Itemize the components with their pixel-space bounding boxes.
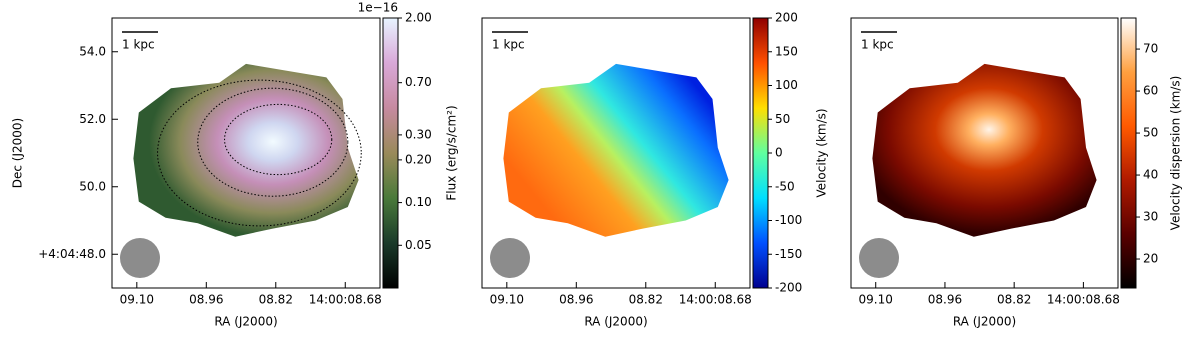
x-tick-label: 08.96	[189, 293, 223, 307]
map	[872, 63, 1097, 237]
y-tick-label: 50.0	[79, 179, 106, 193]
colorbar-tick-label: 100	[775, 78, 798, 92]
map	[133, 63, 359, 237]
colorbar-tick-label: 0	[775, 146, 783, 160]
x-tick-label: 14:00:08.68	[309, 293, 382, 307]
x-tick-label: 08.82	[629, 293, 663, 307]
x-tick-label: 08.82	[997, 293, 1031, 307]
x-tick-label: 09.10	[120, 293, 154, 307]
x-axis-label: RA (J2000)	[214, 315, 277, 329]
scale-bar-label: 1 kpc	[122, 38, 155, 52]
colorbar-tick-label: 20	[1143, 252, 1158, 266]
beam	[859, 238, 899, 278]
colorbar-label: Velocity (km/s)	[815, 108, 829, 197]
colorbar-tick-label: 70	[1143, 42, 1158, 56]
contour	[197, 87, 349, 197]
x-tick-label: 08.96	[928, 293, 962, 307]
x-axis-label: RA (J2000)	[584, 315, 647, 329]
colorbar	[382, 17, 399, 289]
colorbar-label: Flux (erg/s/cm²)	[445, 105, 459, 200]
panels: 1 kpc 09.10 08.96 08.82 14:00:08.68 RA (J2000…	[11, 1, 1183, 329]
axes-frame	[481, 17, 751, 289]
x-tick-label: 09.10	[859, 293, 893, 307]
colorbar-tick-label: 200	[775, 11, 798, 25]
colorbar-tick-label: -100	[775, 213, 802, 227]
colorbar-label: Velocity dispersion (km/s)	[1169, 76, 1183, 231]
beam	[120, 238, 160, 278]
colorbar	[1120, 17, 1137, 289]
x-tick-label: 08.82	[259, 293, 293, 307]
axes-frame	[850, 17, 1119, 289]
map	[503, 63, 729, 237]
contour	[224, 103, 333, 176]
x-tick-label: 08.96	[559, 293, 593, 307]
y-axis-label: Dec (J2000)	[11, 118, 25, 188]
y-tick-label: 52.0	[79, 112, 106, 126]
scale-bar-label: 1 kpc	[492, 38, 525, 52]
y-tick-label: 54.0	[79, 44, 106, 58]
colorbar-tick-label: 30	[1143, 210, 1158, 224]
colorbar-offset: 1e−16	[358, 1, 398, 15]
colorbar-tick-label: 50	[1143, 126, 1158, 140]
x-tick-label: 14:00:08.68	[679, 293, 752, 307]
colorbar-tick-label: 0.05	[405, 238, 432, 252]
colorbar-tick-label: 0.10	[405, 195, 432, 209]
colorbar-tick-label: 0.20	[405, 152, 432, 166]
axes-frame	[111, 17, 381, 289]
colorbar-tick-label: 0.70	[405, 75, 432, 89]
colorbar-tick-label: 50	[775, 112, 790, 126]
colorbar-tick-label: 40	[1143, 168, 1158, 182]
scale-bar-label: 1 kpc	[861, 38, 894, 52]
colorbar-tick-label: -200	[775, 281, 802, 295]
x-tick-label: 09.10	[490, 293, 524, 307]
colorbar-tick-label: 2.00	[405, 11, 432, 25]
colorbar	[752, 17, 769, 289]
contour	[157, 79, 362, 227]
colorbar-tick-label: -150	[775, 247, 802, 261]
colorbar-tick-label: 150	[775, 44, 798, 58]
beam	[490, 238, 530, 278]
colorbar-tick-label: 60	[1143, 84, 1158, 98]
x-axis-label: RA (J2000)	[953, 315, 1016, 329]
colorbar-tick-label: -50	[775, 179, 795, 193]
colorbar-tick-label: 0.30	[405, 127, 432, 141]
y-tick-label: +4:04:48.0	[38, 247, 106, 261]
x-tick-label: 14:00:08.68	[1047, 293, 1120, 307]
